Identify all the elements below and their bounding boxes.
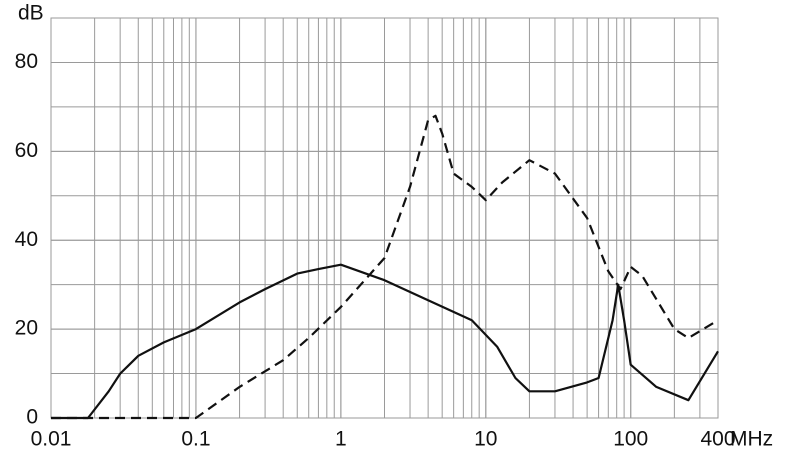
x-tick-label: 10: [474, 428, 497, 451]
x-axis-label: MHz: [730, 428, 773, 451]
x-tick-label: 0.1: [181, 428, 210, 451]
y-tick-label: 80: [15, 50, 38, 73]
x-tick-label: 1: [335, 428, 347, 451]
x-tick-label: 0.01: [31, 428, 72, 451]
y-tick-label: 20: [15, 317, 38, 340]
y-axis-label: dB: [18, 2, 44, 25]
series-line: [51, 114, 719, 420]
x-tick-label: 400: [700, 428, 735, 451]
y-tick-label: 0: [26, 406, 38, 429]
y-tick-label: 60: [15, 139, 38, 162]
series-line: [51, 263, 719, 420]
y-tick-label: 40: [15, 228, 38, 251]
x-tick-label: 100: [613, 428, 648, 451]
